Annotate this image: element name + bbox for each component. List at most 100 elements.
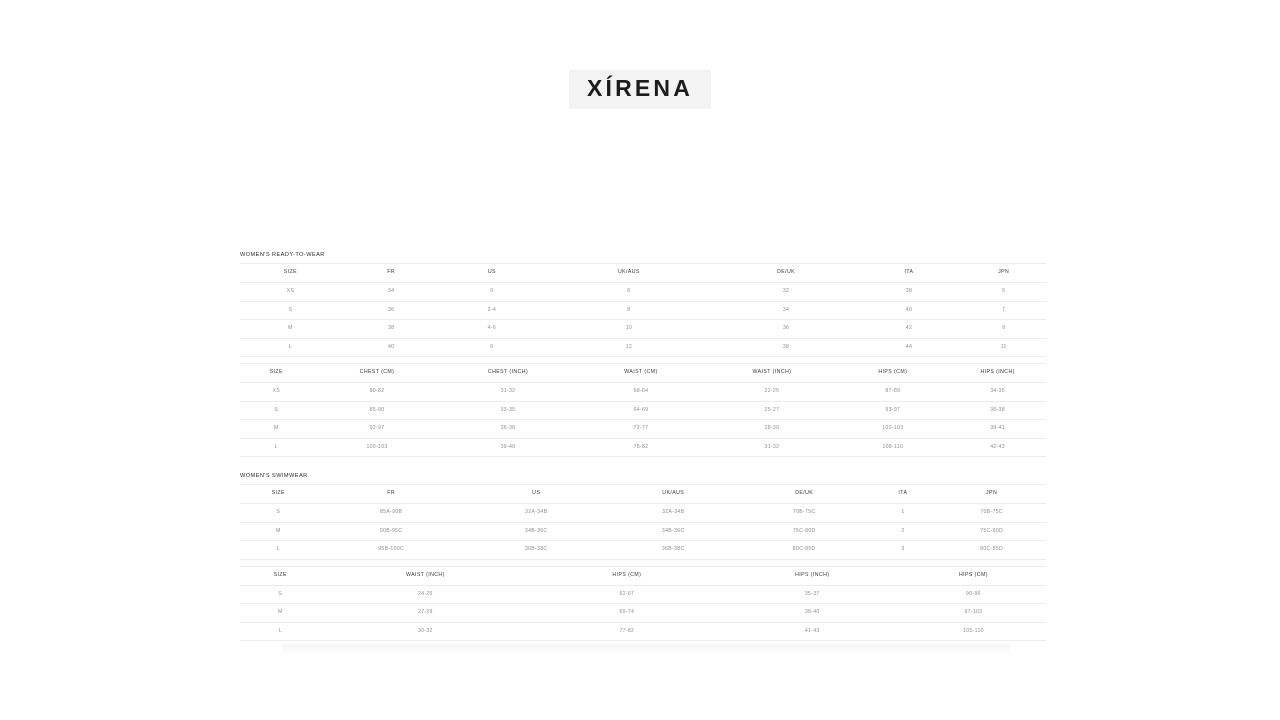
measurement-cell: 85A-90B: [316, 503, 466, 523]
size-cell: M: [240, 419, 313, 439]
column-header: ITA: [868, 484, 938, 504]
size-cell: S: [240, 300, 341, 320]
size-cell: S: [240, 400, 313, 420]
size-cell: XS: [240, 282, 341, 302]
measurement-cell: 2-4: [441, 300, 543, 320]
measurement-cell: 108-110: [836, 437, 950, 457]
column-header: WAIST (INCH): [320, 565, 531, 586]
size-cell: L: [240, 540, 317, 560]
measurement-cell: 34-35: [949, 382, 1046, 402]
measurement-cell: 90B-95C: [316, 521, 466, 541]
measurement-cell: 39-41: [949, 419, 1046, 439]
table-row: S 85A-90B 32A-34B 32A-34B 70B-75C 1 70B-75C: [240, 503, 1046, 523]
measurement-cell: 12: [542, 337, 716, 357]
table-header-row: SIZE FR US UK/AUS DE/UK ITA JPN: [240, 263, 1046, 283]
measurement-cell: 7: [961, 300, 1046, 320]
measurement-cell: 34B-36C: [606, 521, 740, 541]
measurement-cell: 40: [856, 300, 962, 320]
measurement-cell: 11: [961, 337, 1046, 357]
measurement-cell: 31-32: [441, 382, 575, 402]
measurement-cell: 32: [715, 282, 857, 302]
table-row: L 95B-100C 36B-38C 36B-38C 80C-85D 3 80C-85D: [240, 540, 1046, 560]
brand-logo[interactable]: XÍRENA: [568, 70, 712, 109]
measurement-cell: 77-82: [530, 621, 724, 641]
column-header: DE/UK: [715, 263, 857, 283]
measurement-cell: 8: [542, 300, 716, 320]
measurement-cell: 10: [542, 319, 716, 339]
measurement-cell: 33-35: [441, 400, 575, 420]
measurement-cell: 35-37: [723, 584, 901, 604]
measurement-cell: 70B-75C: [937, 503, 1046, 523]
measurement-cell: 97-103: [900, 603, 1046, 623]
measurement-cell: 1: [868, 503, 938, 523]
measurement-cell: 78-82: [574, 437, 708, 457]
measurement-cell: 38: [715, 337, 857, 357]
measurement-cell: 100-103: [836, 419, 950, 439]
measurement-cell: 32A-34B: [465, 503, 607, 523]
measurement-cell: 36: [340, 300, 442, 320]
measurement-cell: 36: [715, 319, 857, 339]
measurement-cell: 39-40: [441, 437, 575, 457]
measurement-cell: 34: [715, 300, 857, 320]
table-row: M 27-29 69-74 38-40 97-103: [240, 603, 1046, 623]
swim-body-measurements: SIZE WAIST (INCH) HIPS (CM) HIPS (INCH) HIPS…: [240, 565, 1046, 642]
measurement-cell: 92-97: [312, 419, 442, 439]
table-row: M 90B-95C 34B-36C 34B-36C 75C-80D 2 75C-80D: [240, 521, 1046, 541]
measurement-cell: 5: [961, 282, 1046, 302]
column-header: WAIST (CM): [574, 363, 708, 383]
measurement-cell: 62-67: [530, 584, 724, 604]
measurement-cell: 34: [340, 282, 442, 302]
measurement-cell: 80C-85D: [937, 540, 1046, 560]
measurement-cell: 70B-75C: [739, 503, 869, 523]
measurement-cell: 40: [340, 337, 442, 357]
table-row: L 40 6 12 38 44 11: [240, 337, 1046, 357]
column-header: SIZE: [240, 263, 341, 283]
measurement-cell: 100-103: [312, 437, 442, 457]
measurement-cell: 42: [856, 319, 962, 339]
measurement-cell: 87-89: [836, 382, 950, 402]
table-row: XS 34 0 6 32 38 5: [240, 282, 1046, 302]
size-cell: M: [240, 603, 321, 623]
measurement-cell: 69-74: [530, 603, 724, 623]
column-header: SIZE: [240, 363, 313, 383]
column-header: UK/AUS: [542, 263, 716, 283]
size-cell: S: [240, 584, 321, 604]
measurement-cell: 6: [542, 282, 716, 302]
column-header: US: [465, 484, 607, 504]
measurement-cell: 25-27: [707, 400, 837, 420]
measurement-cell: 36-38: [441, 419, 575, 439]
column-header: HIPS (INCH): [723, 565, 901, 586]
measurement-cell: 31-32: [707, 437, 837, 457]
measurement-cell: 75C-80D: [937, 521, 1046, 541]
measurement-cell: 36-38: [949, 400, 1046, 420]
section-label: WOMEN'S SWIMWEAR: [240, 473, 308, 479]
column-header: US: [441, 263, 543, 283]
column-header: HIPS (CM): [836, 363, 950, 383]
measurement-cell: 95B-100C: [316, 540, 466, 560]
measurement-cell: 36B-38C: [606, 540, 740, 560]
column-header: JPN: [961, 263, 1046, 283]
measurement-cell: 93-97: [836, 400, 950, 420]
measurement-cell: 6: [441, 337, 543, 357]
table-row: S 85-90 33-35 64-69 25-27 93-97 36-38: [240, 400, 1046, 420]
measurement-cell: 9: [961, 319, 1046, 339]
column-header: SIZE: [240, 565, 321, 586]
measurement-cell: 64-69: [574, 400, 708, 420]
column-header: CHEST (INCH): [441, 363, 575, 383]
measurement-cell: 34B-36C: [465, 521, 607, 541]
measurement-cell: 0: [441, 282, 543, 302]
column-header: HIPS (INCH): [949, 363, 1046, 383]
measurement-cell: 75C-80D: [739, 521, 869, 541]
measurement-cell: 41-43: [723, 621, 901, 641]
size-cell: M: [240, 521, 317, 541]
measurement-cell: 32A-34B: [606, 503, 740, 523]
size-charts-container: WOMEN'S READY-TO-WEAR SIZE FR US UK/AUS DE/UK…: [240, 252, 1046, 657]
measurement-cell: 38: [856, 282, 962, 302]
measurement-cell: 80C-85D: [739, 540, 869, 560]
column-header: ITA: [856, 263, 962, 283]
size-cell: L: [240, 437, 313, 457]
measurement-cell: 22-25: [707, 382, 837, 402]
column-header: HIPS (CM): [900, 565, 1046, 586]
table-row: L 100-103 39-40 78-82 31-32 108-110 42-43: [240, 437, 1046, 457]
table-row: S 24-26 62-67 35-37 90-96: [240, 584, 1046, 604]
